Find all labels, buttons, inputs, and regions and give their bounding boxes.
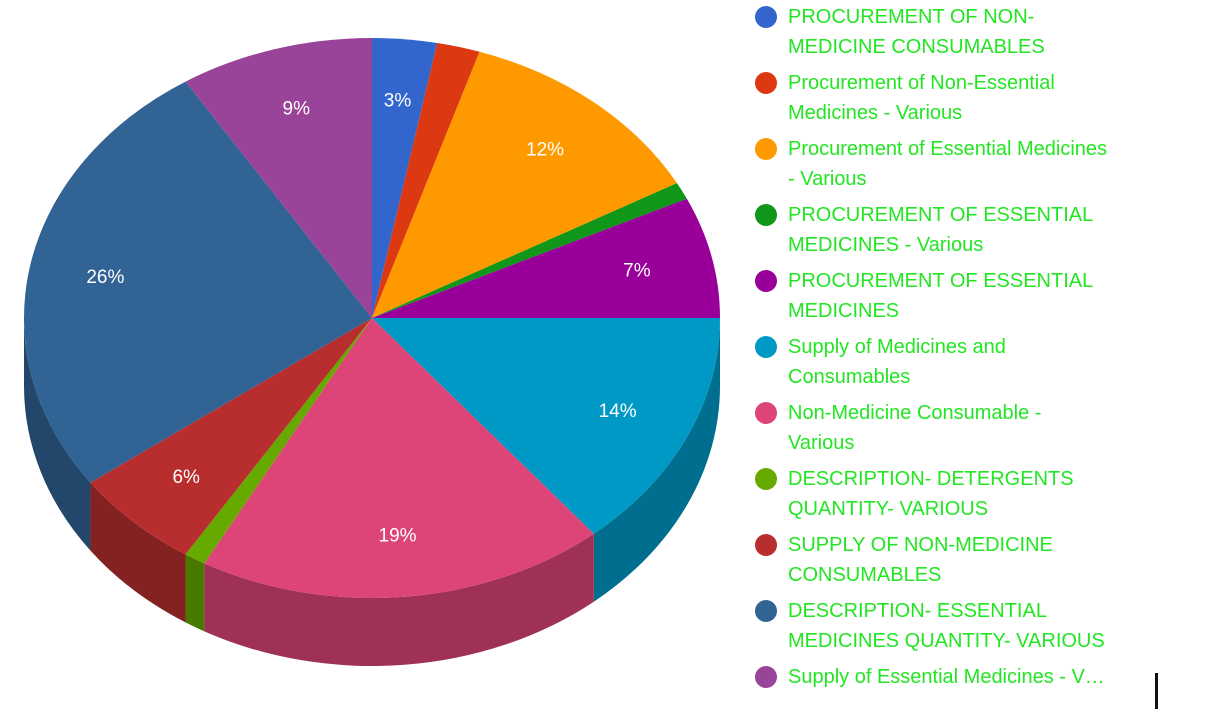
text-cursor <box>1155 673 1158 709</box>
legend-item-10[interactable]: DESCRIPTION- ESSENTIAL MEDICINES QUANTITY… <box>753 596 1163 656</box>
legend-label-line: Consumables <box>788 366 911 388</box>
legend-item-3[interactable]: Procurement of Essential Medicines - Vari… <box>753 134 1163 194</box>
pie-slice-label-11: 9% <box>283 98 311 119</box>
legend-label-line: DESCRIPTION- DETERGENTS <box>788 468 1074 490</box>
legend-swatch <box>755 6 777 28</box>
pie-slice-labels: 3% 12% 7% 14% 19% 6% 26% 9% <box>86 91 650 547</box>
pie-slice-label-5: 7% <box>623 260 651 281</box>
legend-swatch <box>755 468 777 490</box>
legend-swatch <box>755 534 777 556</box>
legend-label-line: Various <box>788 432 855 454</box>
pie-top-faces <box>23 38 720 598</box>
legend-label-line: QUANTITY- VARIOUS <box>788 498 989 520</box>
legend-item-9[interactable]: SUPPLY OF NON-MEDICINE CONSUMABLES <box>753 530 1163 590</box>
pie-side-9 <box>90 482 186 623</box>
pie-side-10 <box>24 318 91 551</box>
legend-label-line: - Various <box>788 168 867 190</box>
pie-slice-7 <box>204 318 594 598</box>
legend-label-line: Supply of Medicines and <box>788 336 1006 358</box>
legend-label-line: Procurement of Essential Medicines <box>788 138 1108 160</box>
legend-label-line: MEDICINE CONSUMABLES <box>788 36 1045 58</box>
legend-item-8[interactable]: DESCRIPTION- DETERGENTS QUANTITY- VARIOUS <box>753 464 1163 524</box>
pie-side-7 <box>204 533 594 667</box>
legend-swatch <box>755 204 777 226</box>
pie-slice-label-6: 14% <box>599 401 637 422</box>
pie-side-6 <box>593 318 720 602</box>
legend-swatch <box>755 402 777 424</box>
pie-chart: 3% 12% 7% 14% 19% 6% 26% 9% <box>23 38 720 667</box>
chart-legend: PROCUREMENT OF NON- MEDICINE CONSUMABLES P… <box>753 2 1163 698</box>
legend-item-6[interactable]: Supply of Medicines and Consumables <box>753 332 1163 392</box>
legend-label-line: MEDICINES - Various <box>788 234 984 256</box>
pie-slice-4 <box>372 183 687 318</box>
pie-slice-8 <box>185 318 372 564</box>
pie-slice-label-1: 3% <box>384 91 412 112</box>
pie-slice-10 <box>23 81 372 483</box>
pie-slice-1 <box>372 38 438 318</box>
legend-item-2[interactable]: Procurement of Non-Essential Medicines - … <box>753 68 1163 128</box>
legend-item-5[interactable]: PROCUREMENT OF ESSENTIAL MEDICINES <box>753 266 1163 326</box>
legend-item-4[interactable]: PROCUREMENT OF ESSENTIAL MEDICINES - Vari… <box>753 200 1163 260</box>
legend-swatch <box>755 336 777 358</box>
legend-label-line: Medicines - Various <box>788 102 963 124</box>
legend-label-line: SUPPLY OF NON-MEDICINE <box>788 534 1053 556</box>
legend-label-line: Supply of Essential Medicines - V… <box>788 666 1105 688</box>
legend-label-line: Non-Medicine Consumable - <box>788 402 1042 424</box>
pie-slice-3 <box>372 51 677 319</box>
pie-side-8 <box>185 554 205 632</box>
legend-label-line: PROCUREMENT OF NON- <box>788 6 1035 28</box>
legend-item-11[interactable]: Supply of Essential Medicines - V… <box>753 662 1148 692</box>
legend-label-line: CONSUMABLES <box>788 564 942 586</box>
legend-label-line: DESCRIPTION- ESSENTIAL <box>788 600 1047 622</box>
legend-item-1[interactable]: PROCUREMENT OF NON- MEDICINE CONSUMABLES <box>753 2 1163 62</box>
legend-swatch <box>755 72 777 94</box>
legend-label-line: PROCUREMENT OF ESSENTIAL <box>788 204 1094 226</box>
legend-label-line: Procurement of Non-Essential <box>788 72 1055 94</box>
pie-3d-sides <box>24 318 720 667</box>
pie-slice-2 <box>372 42 480 319</box>
pie-slice-11 <box>185 38 372 318</box>
pie-slice-label-10: 26% <box>86 267 124 288</box>
pie-slice-label-9: 6% <box>172 467 200 488</box>
pie-slice-5 <box>372 198 720 318</box>
legend-swatch <box>755 600 777 622</box>
pie-slice-label-3: 12% <box>526 140 564 161</box>
pie-slice-label-7: 19% <box>379 525 417 546</box>
legend-label-line: MEDICINES QUANTITY- VARIOUS <box>788 630 1105 652</box>
legend-swatch <box>755 270 777 292</box>
pie-slice-9 <box>90 318 372 555</box>
legend-swatch <box>755 138 777 160</box>
legend-label-line: MEDICINES <box>788 300 900 322</box>
pie-slice-6 <box>372 318 720 534</box>
legend-swatch <box>755 666 777 688</box>
legend-label-line: PROCUREMENT OF ESSENTIAL <box>788 270 1094 292</box>
legend-item-7[interactable]: Non-Medicine Consumable - Various <box>753 398 1163 458</box>
